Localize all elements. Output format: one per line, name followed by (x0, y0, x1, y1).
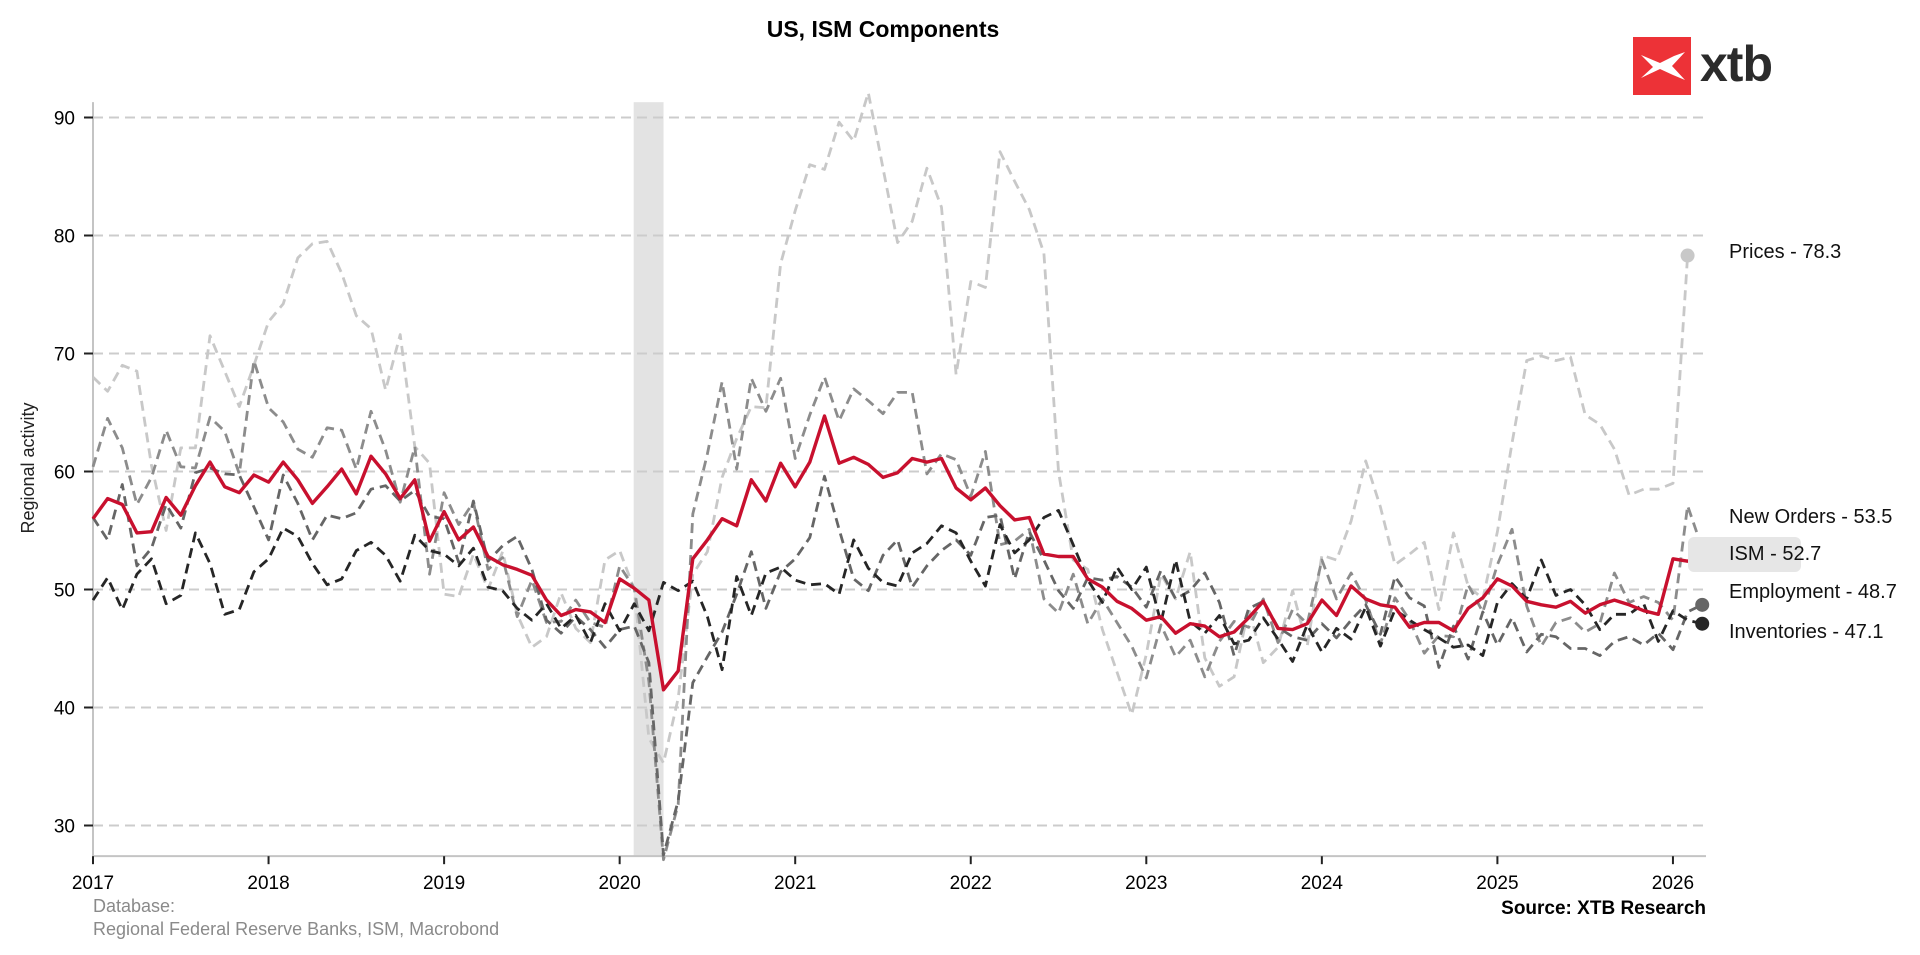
x-tick-label: 2017 (72, 873, 114, 894)
series-line-ism (91, 414, 1703, 692)
x-tick-label: 2018 (247, 873, 289, 894)
y-tick-label: 70 (54, 345, 75, 366)
end-label-employment: Employment - 48.7 (1729, 581, 1897, 603)
x-tick-label: 2022 (950, 873, 992, 894)
axes (92, 102, 1706, 858)
x-tick-label: 2021 (774, 873, 816, 894)
series-lines (91, 91, 1704, 862)
y-axis-label: Regional activity (18, 402, 38, 533)
y-tick-label: 80 (54, 227, 75, 248)
source-credit: Source: XTB Research (1501, 898, 1706, 919)
y-tick-label: 60 (54, 463, 75, 484)
y-tick-label: 40 (54, 699, 75, 720)
x-tick-label: 2024 (1301, 873, 1344, 894)
end-marker-inventories (1695, 616, 1710, 631)
x-tick-label: 2026 (1652, 873, 1694, 894)
end-labels: Prices - 78.3 New Orders - 53.5 Employment… (1688, 241, 1897, 643)
end-label-new-orders: New Orders - 53.5 (1729, 506, 1892, 528)
x-tick-label: 2023 (1125, 873, 1167, 894)
x-tick-label: 2020 (599, 873, 641, 894)
xtb-logo: xtb (1633, 36, 1773, 95)
y-tick-label: 30 (54, 817, 75, 838)
end-marker-prices (1680, 248, 1695, 263)
y-ticks: 30 40 50 60 70 80 90 (54, 109, 93, 838)
series-line-new-orders (91, 359, 1704, 862)
series-line-prices (92, 91, 1689, 765)
recession-shading (633, 102, 664, 857)
footnote-database-label: Database: (93, 896, 175, 916)
x-tick-label: 2019 (423, 873, 465, 894)
logo-text: xtb (1700, 36, 1772, 92)
footnote-database-sources: Regional Federal Reserve Banks, ISM, Mac… (93, 919, 499, 939)
chart-title: US, ISM Components (767, 16, 1000, 42)
y-tick-label: 90 (54, 109, 75, 130)
end-label-prices: Prices - 78.3 (1729, 241, 1841, 263)
series-line-employment (91, 466, 1703, 857)
end-label-inventories: Inventories - 47.1 (1729, 621, 1884, 643)
recession-band (633, 102, 664, 857)
logo-x-icon (1641, 52, 1685, 80)
x-ticks: 2017 2018 2019 2020 2021 2022 2023 2024 2025 2026 (72, 856, 1694, 894)
ism-label-highlight (1688, 537, 1801, 572)
y-tick-label: 50 (54, 581, 75, 602)
end-marker-employment (1695, 597, 1710, 612)
end-label-ism: ISM - 52.7 (1729, 543, 1821, 565)
x-tick-label: 2025 (1476, 873, 1518, 894)
